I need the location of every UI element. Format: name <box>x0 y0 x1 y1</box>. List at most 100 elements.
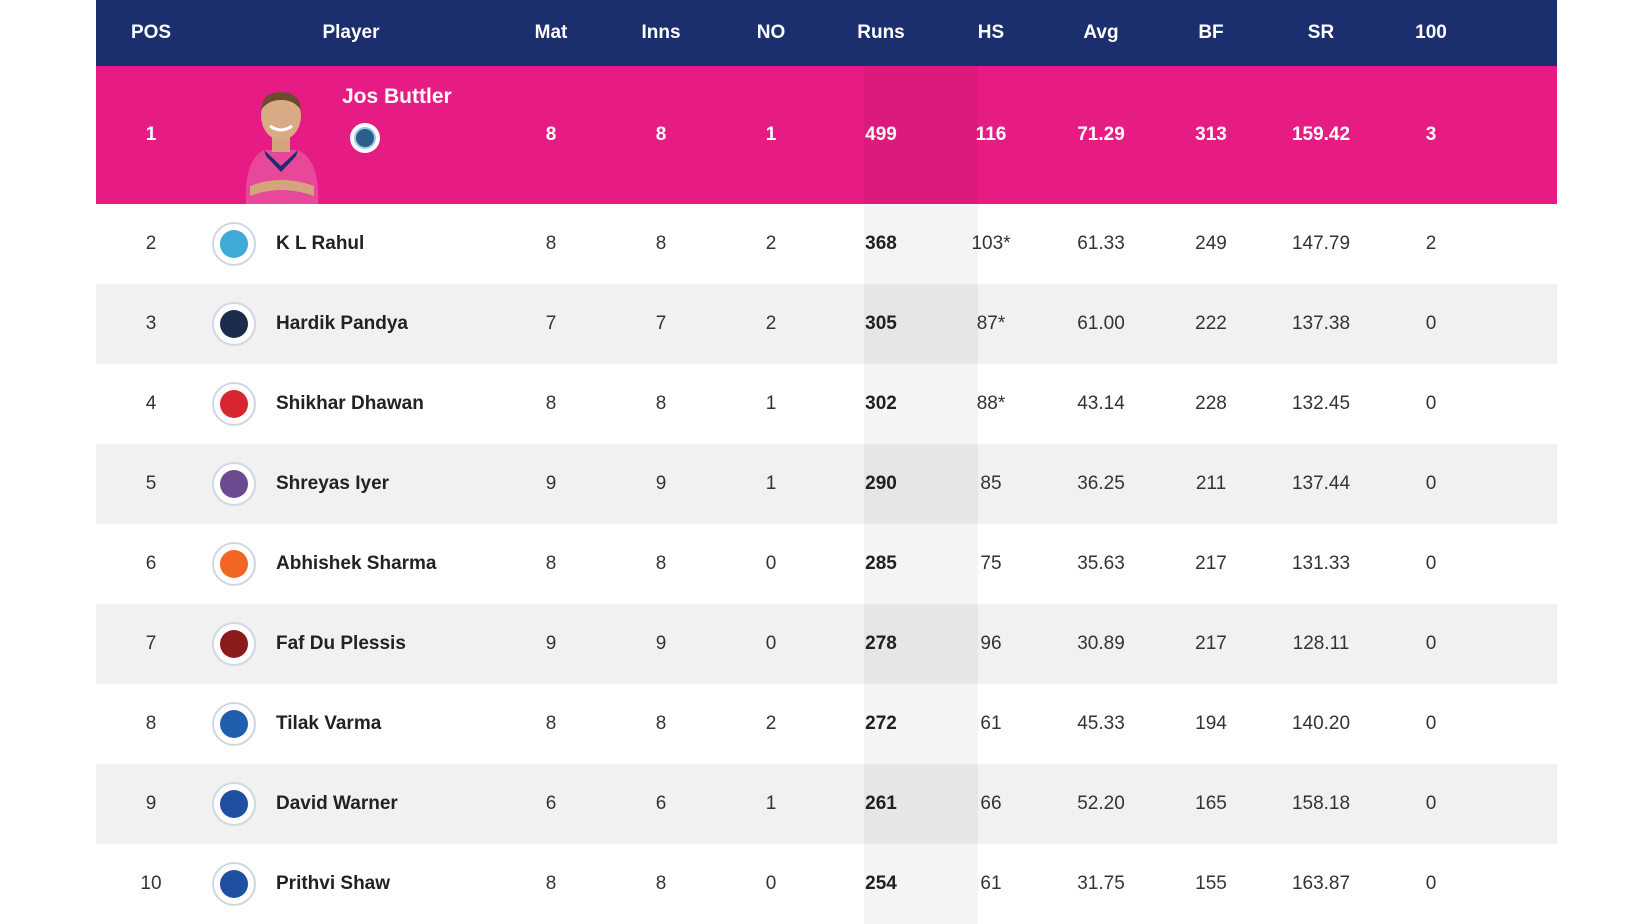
avg-cell: 45.33 <box>1077 713 1125 734</box>
pos-cell: 5 <box>145 473 157 494</box>
lucknow-super-giants-icon <box>212 222 256 266</box>
mat-cell: 8 <box>545 553 557 574</box>
inns-cell: 8 <box>655 124 667 145</box>
avg-cell: 36.25 <box>1077 473 1125 494</box>
col-player[interactable]: Player <box>322 22 380 43</box>
player-name[interactable]: Prithvi Shaw <box>276 873 391 894</box>
player-name[interactable]: Shreyas Iyer <box>276 473 390 494</box>
bf-cell: 313 <box>1195 124 1227 145</box>
bf-cell: 155 <box>1195 873 1227 894</box>
table-row[interactable]: 8 Tilak Varma 8 8 2 272 61 45.33 194 140… <box>96 684 1557 764</box>
hundreds-cell: 0 <box>1425 873 1437 894</box>
inns-cell: 8 <box>655 393 667 414</box>
hs-cell: 116 <box>975 124 1007 145</box>
sr-cell: 158.18 <box>1291 793 1351 814</box>
player-name[interactable]: Abhishek Sharma <box>276 553 437 574</box>
pos-cell: 3 <box>145 313 157 334</box>
player-name[interactable]: Tilak Varma <box>276 713 382 734</box>
rajasthan-royals-icon <box>350 123 380 153</box>
sr-cell: 140.20 <box>1291 713 1351 734</box>
royal-challengers-bangalore-icon <box>212 622 256 666</box>
table-row-leader[interactable]: 1 Jos Buttler 8 8 1 499 116 71.29 313 15… <box>96 66 1557 204</box>
hundreds-cell: 0 <box>1425 633 1437 654</box>
pos-cell: 7 <box>145 633 157 654</box>
punjab-kings-icon <box>212 382 256 426</box>
mat-cell: 8 <box>545 393 557 414</box>
no-cell: 2 <box>765 313 777 334</box>
delhi-capitals-icon <box>212 862 256 906</box>
table-row[interactable]: 5 Shreyas Iyer 9 9 1 290 85 36.25 211 13… <box>96 444 1557 524</box>
sr-cell: 137.38 <box>1291 313 1351 334</box>
table-row[interactable]: 7 Faf Du Plessis 9 9 0 278 96 30.89 217 … <box>96 604 1557 684</box>
mat-cell: 6 <box>545 793 557 814</box>
mat-cell: 8 <box>545 233 557 254</box>
player-name[interactable]: David Warner <box>276 793 398 814</box>
sr-cell: 128.11 <box>1292 633 1350 654</box>
kolkata-knight-riders-icon <box>212 462 256 506</box>
no-cell: 2 <box>765 713 777 734</box>
no-cell: 0 <box>765 633 777 654</box>
no-cell: 0 <box>765 553 777 574</box>
bf-cell: 194 <box>1195 713 1227 734</box>
avg-cell: 61.33 <box>1077 233 1125 254</box>
col-sr[interactable]: SR <box>1307 22 1335 43</box>
player-name[interactable]: K L Rahul <box>276 233 365 254</box>
bf-cell: 217 <box>1195 633 1227 654</box>
sr-cell: 159.42 <box>1291 124 1351 145</box>
col-100[interactable]: 100 <box>1415 22 1447 43</box>
mat-cell: 9 <box>545 473 557 494</box>
batting-leaderboard-table: POS Player Mat Inns NO Runs HS Avg BF SR… <box>96 0 1557 924</box>
col-inns[interactable]: Inns <box>641 22 681 43</box>
runs-cell: 254 <box>865 873 897 894</box>
hs-cell: 75 <box>980 553 1002 574</box>
hs-cell: 96 <box>980 633 1002 654</box>
inns-cell: 8 <box>655 233 667 254</box>
sr-cell: 132.45 <box>1291 393 1351 414</box>
pos-cell: 8 <box>145 713 157 734</box>
mat-cell: 9 <box>545 633 557 654</box>
col-no[interactable]: NO <box>756 22 786 43</box>
avg-cell: 35.63 <box>1077 553 1125 574</box>
hs-cell: 61 <box>980 873 1002 894</box>
col-runs[interactable]: Runs <box>857 22 905 43</box>
avg-cell: 61.00 <box>1077 313 1125 334</box>
hundreds-cell: 0 <box>1425 553 1437 574</box>
sr-cell: 131.33 <box>1291 553 1351 574</box>
col-pos[interactable]: POS <box>130 22 172 43</box>
player-name[interactable]: Shikhar Dhawan <box>276 393 424 414</box>
hundreds-cell: 0 <box>1425 393 1437 414</box>
player-name[interactable]: Faf Du Plessis <box>276 633 406 654</box>
player-name[interactable]: Jos Buttler <box>342 85 452 108</box>
hundreds-cell: 0 <box>1425 793 1437 814</box>
mat-cell: 8 <box>545 873 557 894</box>
mat-cell: 8 <box>545 713 557 734</box>
pos-cell: 1 <box>145 124 157 145</box>
hundreds-cell: 3 <box>1425 124 1437 145</box>
player-name[interactable]: Hardik Pandya <box>276 313 408 334</box>
table-row[interactable]: 10 Prithvi Shaw 8 8 0 254 61 31.75 155 1… <box>96 844 1557 924</box>
runs-cell: 272 <box>865 713 897 734</box>
col-bf[interactable]: BF <box>1198 22 1224 43</box>
mat-cell: 7 <box>545 313 557 334</box>
no-cell: 1 <box>765 124 777 145</box>
table-row[interactable]: 3 Hardik Pandya 7 7 2 305 87* 61.00 222 … <box>96 284 1557 364</box>
inns-cell: 8 <box>655 873 667 894</box>
sr-cell: 137.44 <box>1291 473 1351 494</box>
table-row[interactable]: 4 Shikhar Dhawan 8 8 1 302 88* 43.14 228… <box>96 364 1557 444</box>
inns-cell: 9 <box>655 473 667 494</box>
runs-cell: 285 <box>865 553 897 574</box>
no-cell: 1 <box>765 473 777 494</box>
avg-cell: 52.20 <box>1077 793 1125 814</box>
col-hs[interactable]: HS <box>977 22 1005 43</box>
table-row[interactable]: 9 David Warner 6 6 1 261 66 52.20 165 15… <box>96 764 1557 844</box>
col-mat[interactable]: Mat <box>534 22 568 43</box>
table-row[interactable]: 6 Abhishek Sharma 8 8 0 285 75 35.63 217… <box>96 524 1557 604</box>
runs-cell: 302 <box>865 393 897 414</box>
runs-cell: 261 <box>865 793 897 814</box>
mat-cell: 8 <box>545 124 557 145</box>
pos-cell: 2 <box>145 233 157 254</box>
table-row[interactable]: 2 K L Rahul 8 8 2 368 103* 61.33 249 147… <box>96 204 1557 284</box>
hs-cell: 85 <box>980 473 1002 494</box>
col-avg[interactable]: Avg <box>1083 22 1119 43</box>
sr-cell: 163.87 <box>1291 873 1351 894</box>
